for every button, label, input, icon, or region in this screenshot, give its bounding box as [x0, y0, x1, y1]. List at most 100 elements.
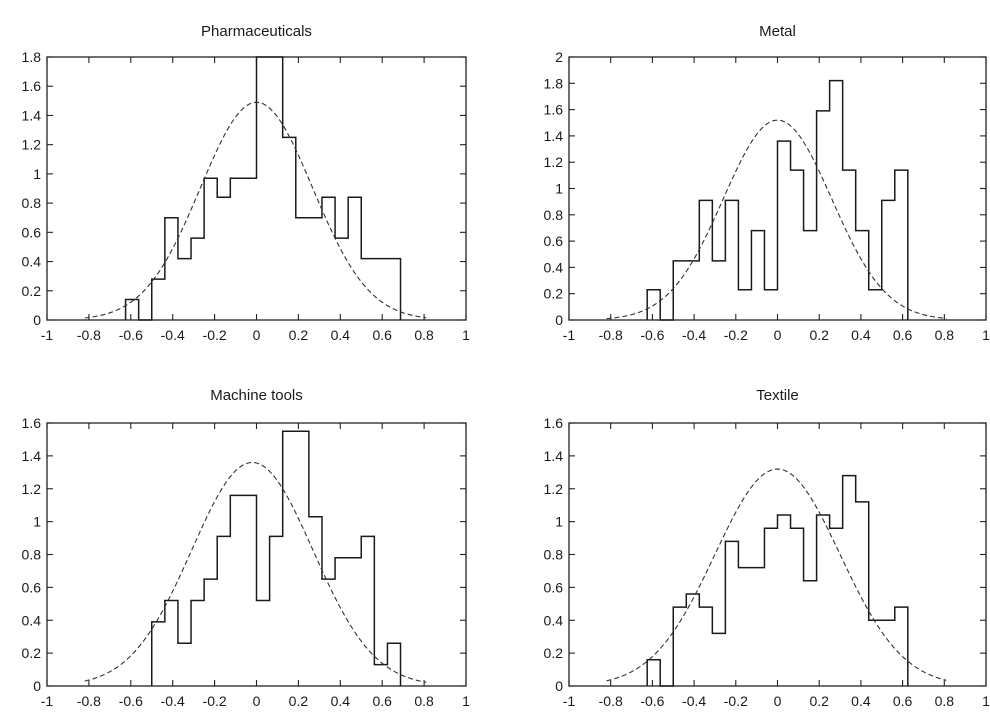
x-tick-label: -0.8	[599, 693, 623, 709]
y-tick-label: 0.4	[544, 612, 564, 628]
x-tick-label: 1	[462, 693, 470, 709]
x-tick-label: -0.8	[599, 327, 623, 343]
y-tick-label: 1	[555, 181, 563, 197]
panel-pharmaceuticals: Pharmaceuticals -1 -0.8 -0.6 -0.4 -0.2 0 0.2 0.…	[22, 23, 471, 343]
x-tick-label: 0.4	[331, 693, 351, 709]
x-tick-label: 0	[253, 693, 261, 709]
panel-title: Machine tools	[210, 387, 303, 404]
x-tick-label: 0.8	[414, 693, 434, 709]
y-tick-label: 1.6	[544, 415, 564, 431]
x-tick-label: -0.2	[724, 327, 748, 343]
panel-textile: Textile -1 -0.8 -0.6 -0.4 -0.2 0 0.2 0.4 0.6 0.8 1…	[544, 387, 990, 709]
y-tick-label: 0.2	[22, 645, 42, 661]
x-tick-label: 0.6	[372, 327, 392, 343]
y-tick-label: 0.8	[22, 547, 42, 563]
y-tick-label: 0.4	[22, 612, 42, 628]
x-tick-label: -0.4	[682, 693, 706, 709]
x-tick-label: -0.4	[682, 327, 706, 343]
x-tick-label: -0.6	[119, 693, 143, 709]
x-tick-label: -0.6	[640, 693, 664, 709]
y-tick-label: 1.6	[22, 78, 42, 94]
y-tick-label: 0.2	[544, 645, 564, 661]
x-tick-label: -1	[563, 327, 576, 343]
x-tick-label: 0.6	[372, 693, 392, 709]
histogram-outline	[151, 430, 402, 686]
y-tick-label: 1.6	[22, 415, 42, 431]
x-tick-label: -1	[41, 693, 54, 709]
y-tick-label: 0	[33, 312, 41, 328]
x-tick-label: 0.2	[289, 327, 309, 343]
histogram-outline	[646, 474, 909, 687]
normal-fit-curve	[84, 101, 427, 319]
x-tick-label: 0.2	[809, 693, 829, 709]
x-tick-label: 1	[982, 693, 990, 709]
x-tick-label: -0.2	[203, 327, 227, 343]
y-tick-label: 0.4	[544, 259, 564, 275]
panel-title: Textile	[756, 387, 799, 404]
x-tick-label: 0	[774, 327, 782, 343]
x-tick-label: 1	[982, 327, 990, 343]
y-tick-label: 1	[33, 514, 41, 530]
x-tick-label: 1	[462, 327, 470, 343]
y-tick-label: 1.2	[544, 481, 564, 497]
y-tick-label: 0.2	[22, 283, 42, 299]
y-tick-label: 1.8	[22, 49, 42, 65]
x-tick-label: 0.8	[935, 327, 955, 343]
y-tick-label: 0.6	[22, 224, 42, 240]
y-tick-label: 0.6	[22, 579, 42, 595]
plot-frame	[568, 422, 987, 687]
y-tick-label: 1.4	[22, 448, 42, 464]
x-tick-label: 0	[774, 693, 782, 709]
y-tick-label: 1.2	[22, 481, 42, 497]
x-tick-label: -1	[41, 327, 54, 343]
y-tick-label: 1.8	[544, 75, 564, 91]
x-tick-label: 0.2	[289, 693, 309, 709]
normal-fit-curve	[606, 468, 947, 682]
y-tick-label: 1.4	[544, 448, 564, 464]
y-tick-label: 0.4	[22, 254, 42, 270]
histogram-outline	[124, 56, 402, 321]
y-tick-label: 0.8	[544, 547, 564, 563]
y-tick-label: 1	[33, 166, 41, 182]
x-tick-label: -0.4	[161, 693, 185, 709]
y-tick-label: 0.8	[544, 207, 564, 223]
x-tick-label: 0.8	[935, 693, 955, 709]
x-tick-label: -0.6	[640, 327, 664, 343]
y-tick-label: 0.8	[22, 195, 42, 211]
x-tick-label: 0.6	[893, 327, 913, 343]
y-tick-label: 0.6	[544, 233, 564, 249]
y-tick-label: 0	[555, 678, 563, 694]
panel-machine-tools: Machine tools -1 -0.8 -0.6 -0.4 -0.2 0 0.2 0.4 0…	[22, 387, 471, 709]
y-tick-label: 0	[555, 312, 563, 328]
x-tick-label: 0	[253, 327, 261, 343]
x-tick-label: -0.4	[161, 327, 185, 343]
y-tick-label: 1	[555, 514, 563, 530]
y-tick-label: 1.2	[544, 154, 564, 170]
y-tick-label: 1.4	[22, 107, 42, 123]
panel-title: Pharmaceuticals	[201, 23, 312, 40]
normal-fit-curve	[606, 119, 947, 320]
y-tick-label: 1.6	[544, 102, 564, 118]
y-tick-label: 1.4	[544, 128, 564, 144]
y-tick-label: 2	[555, 49, 563, 65]
x-tick-label: 0.2	[809, 327, 829, 343]
normal-fit-curve	[84, 461, 427, 683]
x-tick-label: -0.2	[203, 693, 227, 709]
x-tick-label: -0.8	[77, 327, 101, 343]
y-tick-label: 1.2	[22, 137, 42, 153]
x-tick-label: -0.8	[77, 693, 101, 709]
x-tick-label: -0.2	[724, 693, 748, 709]
y-tick-label: 0.6	[544, 579, 564, 595]
x-tick-label: 0.4	[851, 693, 871, 709]
panel-metal: Metal -1 -0.8 -0.6 -0.4 -0.2 0 0.2 0.4 0.6 0.8 1 0 0…	[544, 23, 990, 343]
x-tick-label: 0.4	[851, 327, 871, 343]
y-tick-label: 0	[33, 678, 41, 694]
histogram-outline	[646, 79, 909, 321]
x-tick-label: -1	[563, 693, 576, 709]
x-tick-label: 0.8	[414, 327, 434, 343]
panel-title: Metal	[759, 23, 796, 40]
x-tick-label: -0.6	[119, 327, 143, 343]
x-tick-label: 0.4	[331, 327, 351, 343]
x-tick-label: 0.6	[893, 693, 913, 709]
